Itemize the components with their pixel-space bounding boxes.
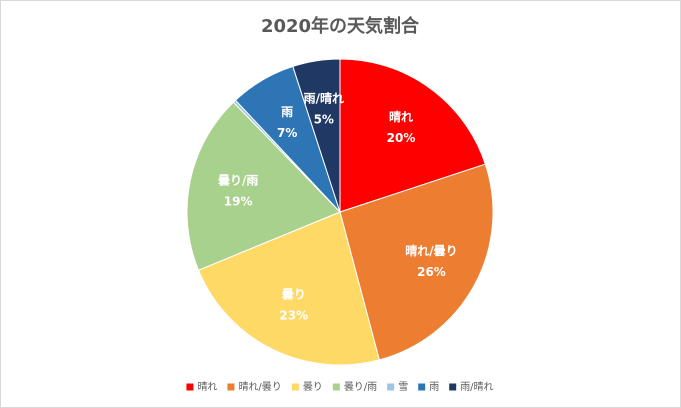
legend-swatch: [387, 383, 395, 391]
slice-category: 曇り: [282, 288, 306, 302]
slice-category: 曇り/雨: [218, 173, 258, 187]
legend-swatch: [332, 383, 340, 391]
chart-title: 2020年の天気割合: [261, 15, 420, 37]
pie-slice: [186, 101, 341, 271]
legend-label: 曇り/雨: [344, 381, 377, 393]
legend-label: 晴れ: [197, 380, 217, 393]
slice-value: 23%: [279, 309, 308, 323]
legend-label: 雨/晴れ: [460, 380, 493, 393]
legend-swatch: [291, 383, 299, 391]
legend-label: 雪: [398, 381, 408, 393]
slice-category: 晴れ/曇り: [405, 243, 457, 258]
slice-category: 雨/晴れ: [304, 91, 344, 106]
slice-category: 雨: [281, 105, 293, 119]
slice-value: 7%: [277, 126, 297, 140]
slice-category: 晴れ: [389, 109, 413, 124]
pie-slice: [339, 163, 494, 361]
legend-swatch: [418, 383, 426, 391]
legend-swatch: [449, 383, 457, 391]
slice-value: 20%: [387, 131, 416, 145]
pie-slice: [339, 58, 486, 213]
legend-label: 雨: [429, 382, 439, 393]
legend-label: 曇り: [303, 381, 323, 393]
slice-value: 5%: [314, 113, 334, 127]
pie-slice: [292, 58, 341, 213]
legend-label: 晴れ/曇り: [238, 380, 281, 393]
slice-value: 19%: [224, 194, 253, 208]
pie-slice: [197, 211, 380, 366]
legend-swatch: [186, 383, 194, 391]
slice-value: 26%: [417, 265, 446, 279]
legend-swatch: [227, 383, 235, 391]
